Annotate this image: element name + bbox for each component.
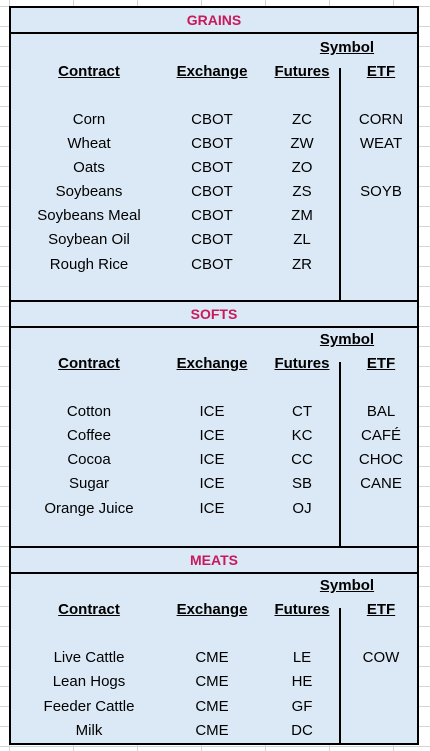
contract-cell[interactable]: Soybeans Meal bbox=[37, 207, 141, 224]
contract-heading[interactable]: Contract bbox=[58, 355, 120, 372]
futures-cell[interactable]: ZC bbox=[292, 111, 312, 128]
symbol-heading[interactable]: Symbol bbox=[319, 577, 375, 594]
futures-cell[interactable]: HE bbox=[291, 673, 313, 690]
contract-cell[interactable]: Feeder Cattle bbox=[43, 698, 135, 715]
futures-cell[interactable]: KC bbox=[291, 427, 313, 444]
section-header-grains[interactable]: GRAINS bbox=[11, 8, 417, 34]
contract-cell[interactable]: Cotton bbox=[66, 403, 112, 420]
futures-cell[interactable]: ZM bbox=[291, 207, 313, 224]
contract-heading[interactable]: Contract bbox=[58, 63, 120, 80]
etf-heading[interactable]: ETF bbox=[366, 63, 396, 80]
column-divider bbox=[339, 68, 341, 300]
section-softs: Symbol Contract Exchange Futures ETF Cot… bbox=[11, 328, 417, 546]
exchange-heading[interactable]: Exchange bbox=[176, 355, 248, 372]
symbol-heading[interactable]: Symbol bbox=[319, 39, 375, 56]
futures-cell[interactable]: DC bbox=[291, 722, 313, 739]
futures-cell[interactable]: ZL bbox=[293, 231, 311, 248]
exchange-cell[interactable]: CBOT bbox=[191, 207, 233, 224]
exchange-cell[interactable]: ICE bbox=[199, 475, 225, 492]
futures-cell[interactable]: LE bbox=[292, 649, 312, 666]
futures-heading[interactable]: Futures bbox=[274, 355, 330, 372]
exchange-cell[interactable]: CBOT bbox=[191, 135, 233, 152]
exchange-cell[interactable]: CME bbox=[195, 722, 229, 739]
etf-cell[interactable]: BAL bbox=[366, 403, 396, 420]
futures-cell[interactable]: OJ bbox=[292, 500, 312, 517]
etf-cell[interactable]: CORN bbox=[358, 111, 404, 128]
futures-heading[interactable]: Futures bbox=[274, 63, 330, 80]
futures-cell[interactable]: ZR bbox=[292, 256, 312, 273]
section-header-softs[interactable]: SOFTS bbox=[11, 300, 417, 328]
exchange-heading[interactable]: Exchange bbox=[176, 63, 248, 80]
etf-cell[interactable]: COW bbox=[362, 649, 400, 666]
exchange-cell[interactable]: CME bbox=[195, 673, 229, 690]
futures-cell[interactable]: ZS bbox=[292, 183, 312, 200]
exchange-cell[interactable]: CBOT bbox=[191, 159, 233, 176]
contract-heading[interactable]: Contract bbox=[58, 601, 120, 618]
futures-cell[interactable]: ZO bbox=[291, 159, 313, 176]
contract-cell[interactable]: Soybean Oil bbox=[48, 231, 130, 248]
symbol-heading[interactable]: Symbol bbox=[319, 331, 375, 348]
section-header-meats[interactable]: MEATS bbox=[11, 546, 417, 574]
contract-cell[interactable]: Oats bbox=[73, 159, 105, 176]
contract-cell[interactable]: Orange Juice bbox=[44, 500, 134, 517]
etf-cell[interactable]: CHOC bbox=[358, 451, 404, 468]
futures-cell[interactable]: CC bbox=[291, 451, 313, 468]
contract-cell[interactable]: Soybeans bbox=[55, 183, 123, 200]
section-grains: Symbol Contract Exchange Futures ETF Cor… bbox=[11, 34, 417, 300]
exchange-heading[interactable]: Exchange bbox=[176, 601, 248, 618]
exchange-cell[interactable]: ICE bbox=[199, 500, 225, 517]
exchange-cell[interactable]: ICE bbox=[199, 451, 225, 468]
futures-heading[interactable]: Futures bbox=[274, 601, 330, 618]
commodities-table: GRAINS Symbol Contract Exchange Futures … bbox=[9, 6, 419, 745]
etf-cell[interactable]: CANE bbox=[360, 475, 402, 492]
contract-cell[interactable]: Live Cattle bbox=[53, 649, 125, 666]
exchange-cell[interactable]: CME bbox=[195, 698, 229, 715]
contract-cell[interactable]: Rough Rice bbox=[49, 256, 129, 273]
etf-cell[interactable]: CAFÉ bbox=[360, 427, 401, 444]
contract-cell[interactable]: Milk bbox=[75, 722, 103, 739]
futures-cell[interactable]: CT bbox=[292, 403, 312, 420]
contract-cell[interactable]: Sugar bbox=[68, 475, 110, 492]
column-divider bbox=[339, 362, 341, 546]
futures-cell[interactable]: SB bbox=[291, 475, 312, 492]
exchange-cell[interactable]: CBOT bbox=[191, 111, 233, 128]
exchange-cell[interactable]: CBOT bbox=[191, 183, 233, 200]
contract-cell[interactable]: Coffee bbox=[67, 427, 111, 444]
futures-cell[interactable]: ZW bbox=[290, 135, 314, 152]
etf-heading[interactable]: ETF bbox=[366, 355, 396, 372]
exchange-cell[interactable]: CBOT bbox=[191, 256, 233, 273]
contract-cell[interactable]: Wheat bbox=[67, 135, 111, 152]
exchange-cell[interactable]: ICE bbox=[199, 427, 225, 444]
etf-cell[interactable]: SOYB bbox=[360, 183, 402, 200]
exchange-cell[interactable]: CBOT bbox=[191, 231, 233, 248]
etf-cell[interactable]: WEAT bbox=[359, 135, 403, 152]
column-divider bbox=[339, 608, 341, 743]
section-meats: Symbol Contract Exchange Futures ETF Liv… bbox=[11, 574, 417, 743]
contract-cell[interactable]: Corn bbox=[72, 111, 106, 128]
etf-heading[interactable]: ETF bbox=[366, 601, 396, 618]
exchange-cell[interactable]: CME bbox=[195, 649, 229, 666]
contract-cell[interactable]: Cocoa bbox=[67, 451, 111, 468]
contract-cell[interactable]: Lean Hogs bbox=[52, 673, 126, 690]
exchange-cell[interactable]: ICE bbox=[199, 403, 225, 420]
futures-cell[interactable]: GF bbox=[291, 698, 313, 715]
